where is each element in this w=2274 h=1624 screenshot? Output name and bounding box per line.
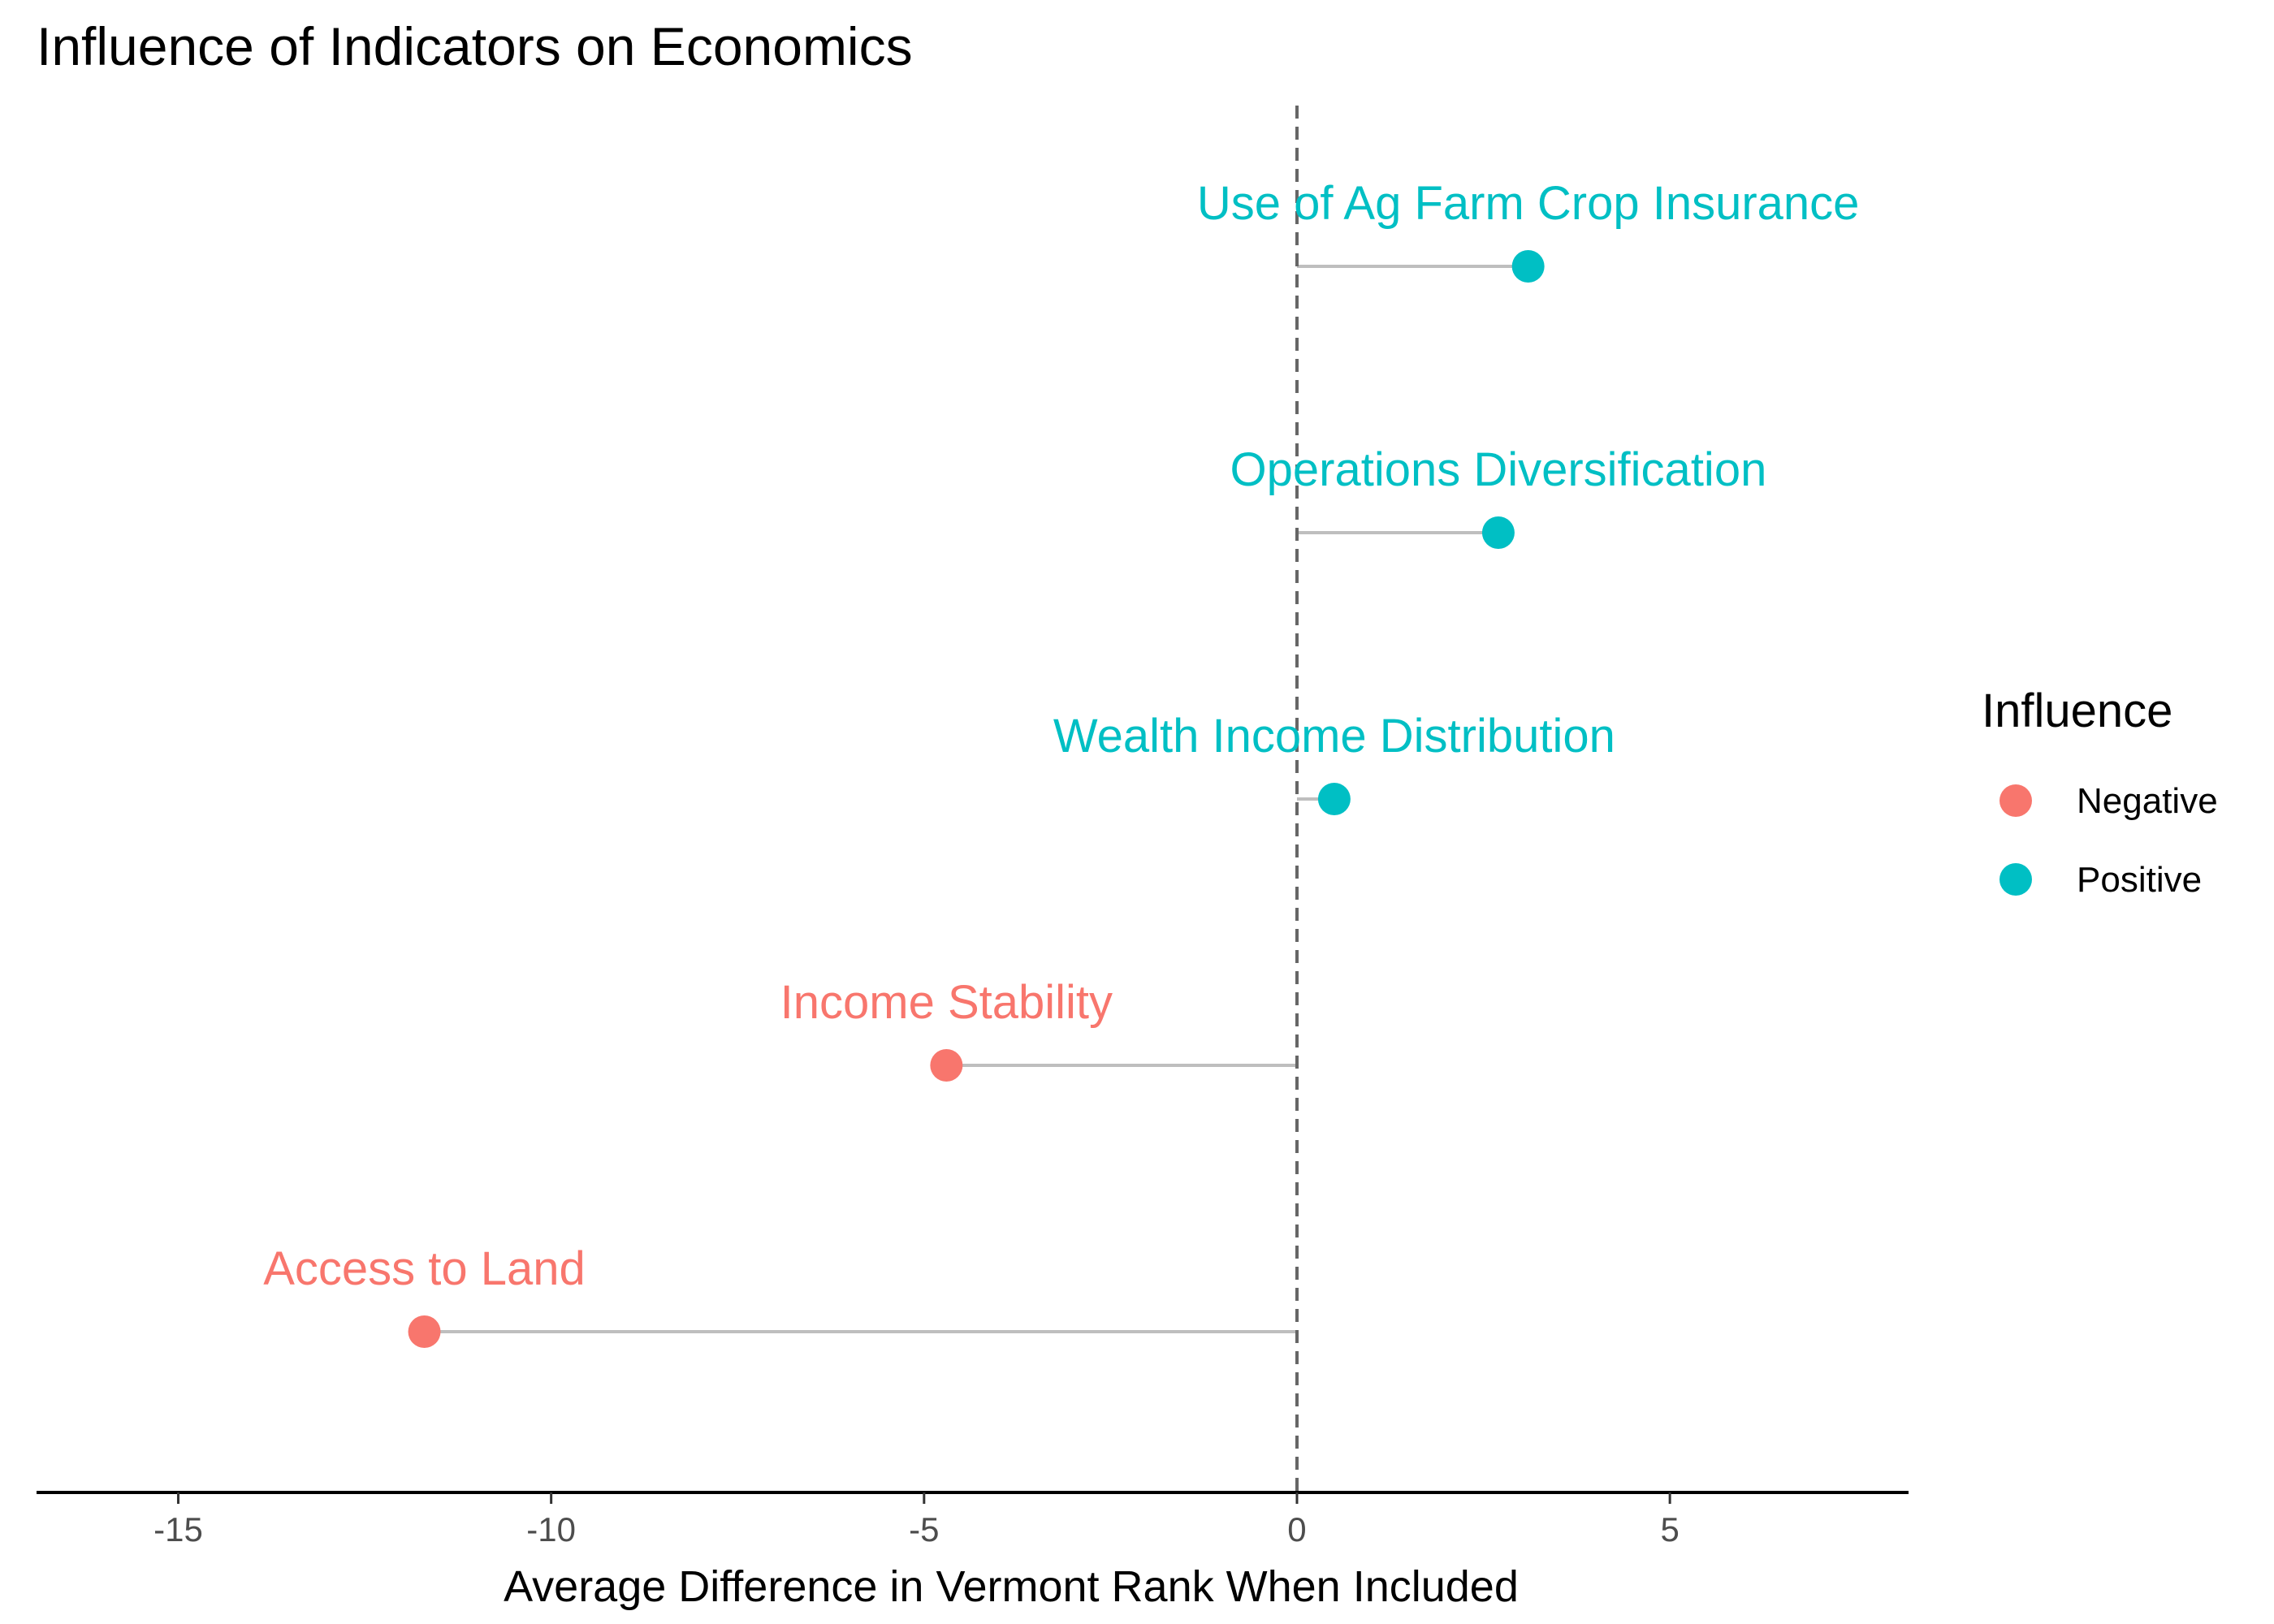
point-label: Operations Diversification: [1230, 443, 1767, 496]
point-label: Income Stability: [780, 976, 1113, 1029]
legend: Influence Negative Positive: [1982, 685, 2218, 900]
data-point: [1317, 783, 1351, 815]
chart-title: Influence of Indicators on Economics: [37, 16, 913, 76]
legend-key: [1999, 784, 2032, 817]
x-axis-ticks: -15 -10 -5 0 5: [153, 1492, 1680, 1548]
x-tick-label: 5: [1660, 1510, 1679, 1548]
x-tick-label: -10: [526, 1510, 576, 1548]
legend-title: Influence: [1982, 685, 2172, 737]
x-tick-label: -15: [153, 1510, 203, 1548]
data-point: [930, 1049, 963, 1082]
data-point: [408, 1315, 441, 1348]
x-tick-label: 0: [1287, 1510, 1306, 1548]
point-label: Use of Ag Farm Crop Insurance: [1197, 177, 1860, 230]
point-label: Wealth Income Distribution: [1053, 710, 1615, 762]
x-tick-label: -5: [909, 1510, 939, 1548]
legend-items: Negative Positive: [1999, 781, 2218, 900]
legend-label: Negative: [2077, 781, 2218, 821]
data-point: [1481, 516, 1515, 549]
legend-label: Positive: [2077, 860, 2202, 900]
legend-key: [1999, 863, 2032, 896]
plot-area: Use of Ag Farm Crop Insurance Operations …: [263, 106, 1859, 1492]
point-label: Access to Land: [263, 1242, 586, 1295]
data-point: [1511, 250, 1545, 283]
x-axis-title: Average Difference in Vermont Rank When …: [504, 1562, 1519, 1611]
